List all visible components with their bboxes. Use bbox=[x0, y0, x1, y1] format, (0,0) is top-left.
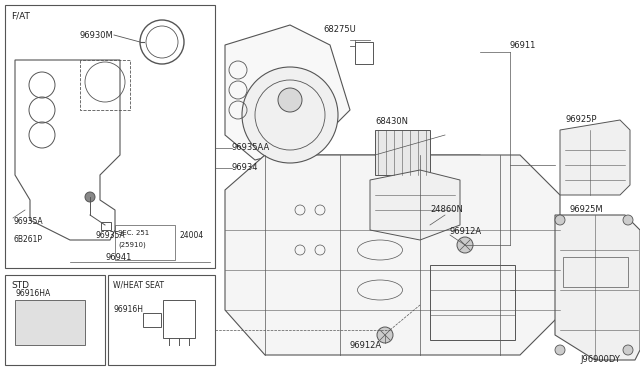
Text: 96934: 96934 bbox=[232, 164, 259, 173]
Text: SEC. 251: SEC. 251 bbox=[118, 230, 149, 236]
Text: 96916HA: 96916HA bbox=[16, 289, 51, 298]
Text: W/HEAT SEAT: W/HEAT SEAT bbox=[113, 280, 164, 289]
Circle shape bbox=[555, 345, 565, 355]
Text: 96935A: 96935A bbox=[13, 218, 43, 227]
Text: 24860N: 24860N bbox=[430, 205, 463, 215]
Bar bbox=[5, 5, 215, 268]
Bar bbox=[143, 313, 161, 327]
Text: 6B261P: 6B261P bbox=[13, 235, 42, 244]
Bar bbox=[563, 257, 628, 287]
Circle shape bbox=[623, 215, 633, 225]
Bar bbox=[355, 42, 373, 64]
Text: J96900DY: J96900DY bbox=[580, 356, 620, 365]
Polygon shape bbox=[225, 25, 350, 160]
Text: 96911: 96911 bbox=[510, 41, 536, 49]
Text: 96912A: 96912A bbox=[450, 228, 482, 237]
Text: F/AT: F/AT bbox=[11, 12, 30, 20]
Text: 68275U: 68275U bbox=[324, 26, 356, 35]
Circle shape bbox=[623, 345, 633, 355]
Polygon shape bbox=[370, 170, 460, 240]
Bar bbox=[115, 225, 175, 260]
Polygon shape bbox=[555, 215, 640, 360]
Bar bbox=[15, 300, 85, 345]
Text: 96925P: 96925P bbox=[565, 115, 596, 125]
Bar bbox=[5, 275, 105, 365]
Text: STD: STD bbox=[11, 280, 29, 289]
Bar bbox=[163, 300, 195, 338]
Bar bbox=[101, 222, 111, 230]
Text: 68430N: 68430N bbox=[375, 118, 408, 126]
Polygon shape bbox=[245, 155, 500, 200]
Text: 96930M: 96930M bbox=[80, 31, 114, 39]
Text: 96935A: 96935A bbox=[95, 231, 125, 240]
Bar bbox=[108, 275, 215, 365]
Text: 96912A: 96912A bbox=[350, 340, 382, 350]
Polygon shape bbox=[225, 155, 560, 355]
Circle shape bbox=[242, 67, 338, 163]
Bar bbox=[430, 265, 515, 340]
Text: 96941: 96941 bbox=[105, 253, 131, 263]
Text: 24004: 24004 bbox=[180, 231, 204, 240]
Circle shape bbox=[457, 237, 473, 253]
Polygon shape bbox=[560, 120, 630, 195]
Text: 96935AA: 96935AA bbox=[232, 144, 270, 153]
Text: 96925M: 96925M bbox=[570, 205, 604, 215]
Text: (25910): (25910) bbox=[118, 242, 146, 248]
Circle shape bbox=[555, 215, 565, 225]
Circle shape bbox=[377, 327, 393, 343]
Circle shape bbox=[278, 88, 302, 112]
Polygon shape bbox=[375, 130, 430, 175]
Text: 96916H: 96916H bbox=[113, 305, 143, 314]
Circle shape bbox=[85, 192, 95, 202]
